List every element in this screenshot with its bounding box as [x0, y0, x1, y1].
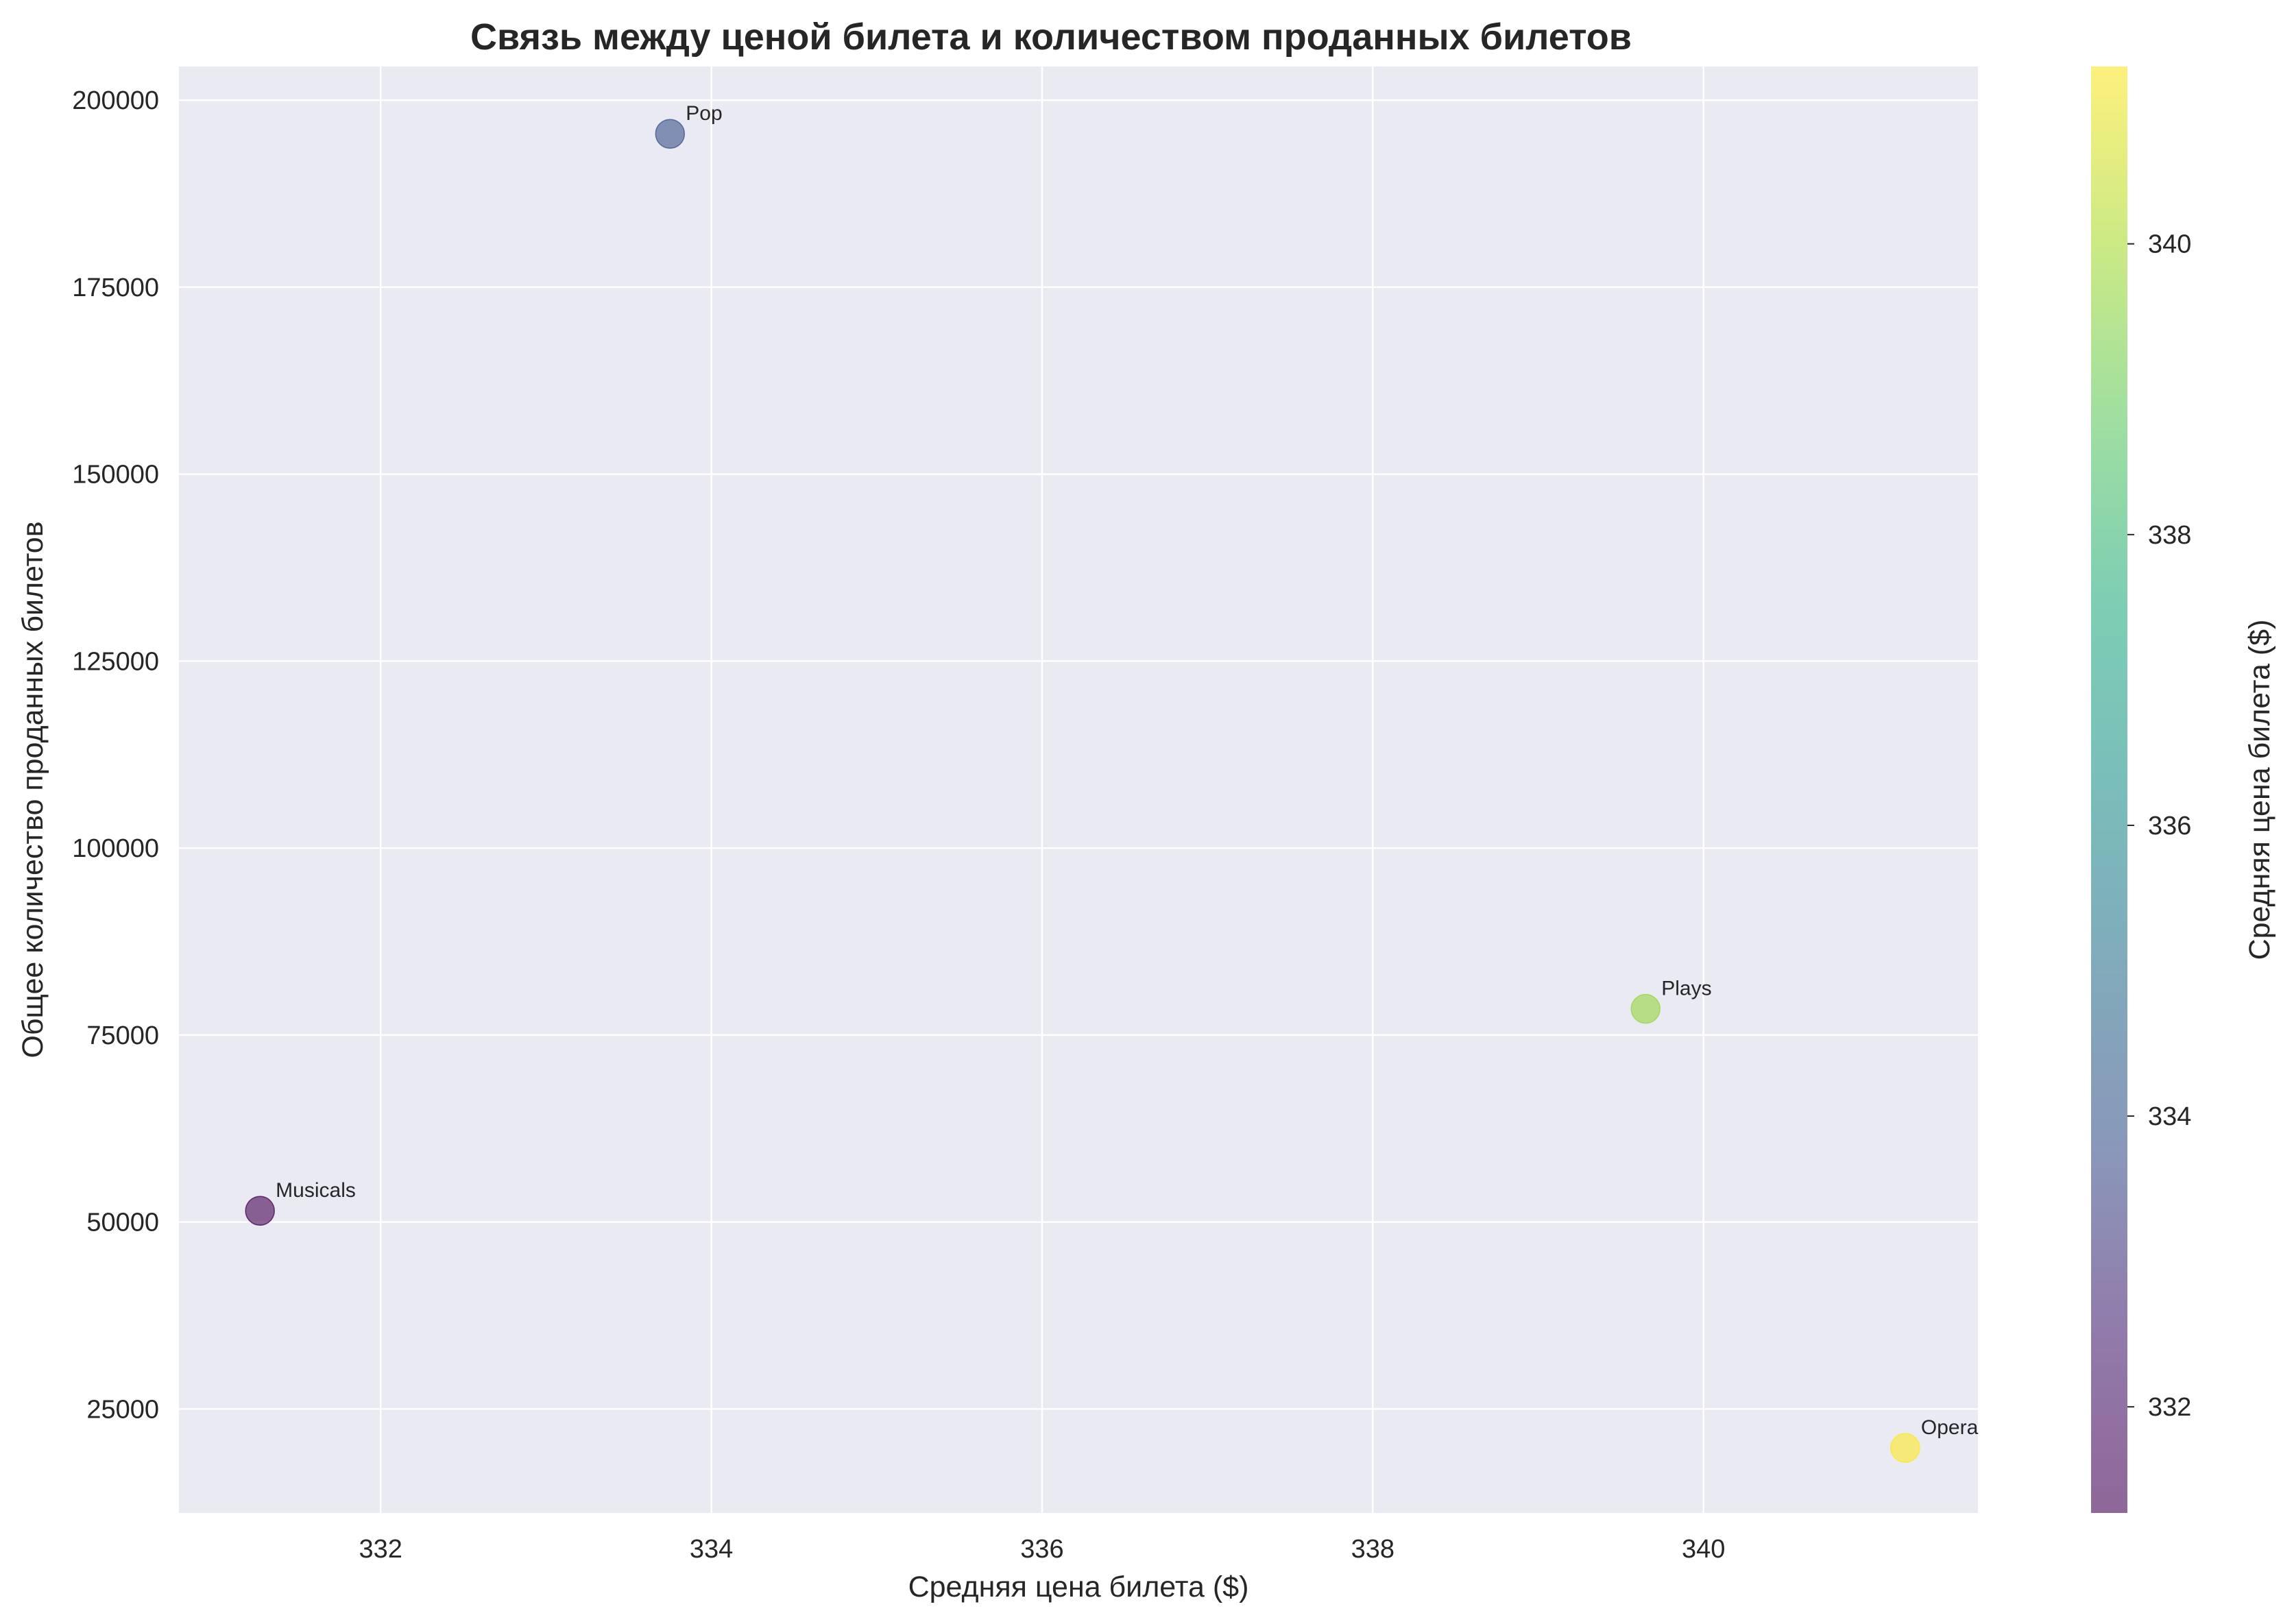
point-label-pop: Pop: [686, 102, 722, 125]
scatter-point-plays: [1630, 993, 1661, 1024]
point-label-musicals: Musicals: [276, 1179, 356, 1202]
y-tick-label: 25000: [86, 1395, 159, 1424]
y-tick-label: 50000: [86, 1209, 159, 1237]
colorbar-tick-label: 334: [2148, 1102, 2191, 1131]
grid-lines: [179, 66, 1978, 1513]
scatter-point-pop: [655, 119, 686, 149]
y-tick-label: 100000: [72, 834, 159, 863]
colorbar-tick-label: 340: [2148, 230, 2191, 259]
x-tick-label: 338: [1351, 1535, 1394, 1564]
point-label-opera: Opera: [1921, 1416, 1979, 1439]
scatter-point-opera: [1890, 1433, 1920, 1463]
point-labels: Musicals Pop Plays Opera: [276, 102, 1978, 1439]
y-axis-ticks: 25000 50000 75000 100000 125000 150000 175000 2…: [72, 86, 159, 1424]
colorbar-tick-label: 332: [2148, 1393, 2191, 1422]
colorbar-tick-label: 336: [2148, 812, 2191, 840]
y-tick-label: 150000: [72, 461, 159, 489]
plot-area: [179, 66, 1978, 1513]
x-tick-label: 340: [1682, 1535, 1725, 1564]
x-axis-label: Средняя цена билета ($): [908, 1571, 1249, 1603]
point-label-plays: Plays: [1661, 978, 1711, 1000]
scatter-points: [245, 119, 1920, 1463]
x-tick-label: 336: [1020, 1535, 1063, 1564]
y-tick-label: 75000: [86, 1021, 159, 1050]
y-tick-label: 200000: [72, 86, 159, 115]
x-tick-label: 332: [359, 1535, 402, 1564]
colorbar-tick-label: 338: [2148, 521, 2191, 550]
x-tick-label: 334: [690, 1535, 733, 1564]
y-axis-label: Общее количество проданных билетов: [16, 521, 49, 1058]
colorbar: [2091, 66, 2127, 1513]
y-tick-label: 125000: [72, 647, 159, 676]
y-tick-label: 175000: [72, 274, 159, 302]
chart-title: Связь между ценой билета и количеством п…: [470, 16, 1632, 58]
colorbar-ticks: 332 334 336 338 340: [2127, 230, 2191, 1422]
colorbar-label: Средняя цена билета ($): [2243, 620, 2276, 960]
scatter-point-musicals: [245, 1196, 275, 1226]
x-axis-ticks: 332 334 336 338 340: [359, 1535, 1726, 1564]
